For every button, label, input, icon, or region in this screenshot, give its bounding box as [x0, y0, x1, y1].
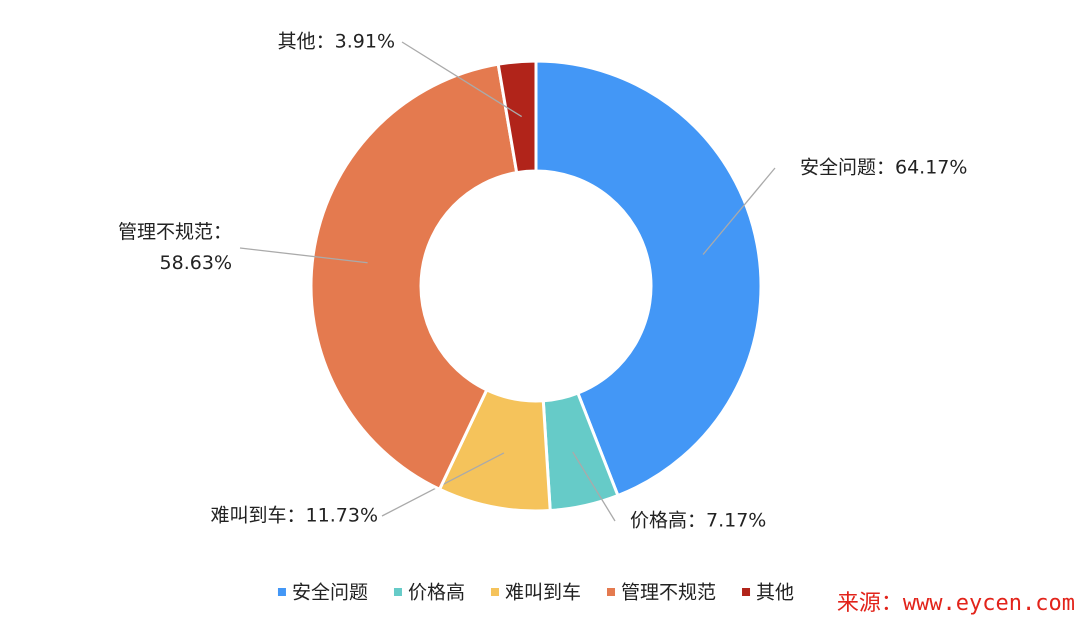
- legend: 安全问题 价格高 难叫到车 管理不规范 其他: [277, 582, 794, 604]
- legend-label: 安全问题: [292, 582, 368, 604]
- leader-line: [572, 451, 616, 522]
- data-label: 管理不规范： 58.63%: [118, 221, 232, 274]
- leader-line: [401, 41, 523, 118]
- legend-swatch: [393, 588, 402, 596]
- legend-swatch: [490, 588, 499, 596]
- donut-slice: [496, 59, 538, 175]
- legend-label: 难叫到车: [505, 582, 581, 604]
- legend-label: 价格高: [408, 582, 465, 604]
- data-label: 价格高：7.17%: [630, 510, 766, 532]
- donut-slice: [534, 59, 763, 498]
- data-label: 安全问题：64.17%: [800, 157, 967, 179]
- legend-label: 管理不规范: [621, 582, 716, 604]
- leader-line: [702, 167, 776, 255]
- legend-swatch: [277, 588, 286, 596]
- watermark: 来源：www.eycen.com: [837, 591, 1075, 616]
- donut-slice: [309, 62, 519, 492]
- data-label: 其他：3.91%: [278, 31, 395, 53]
- legend-swatch: [607, 588, 616, 596]
- legend-label: 其他: [756, 582, 794, 604]
- data-label: 难叫到车：11.73%: [211, 505, 378, 527]
- legend-swatch: [742, 588, 751, 596]
- leader-line: [239, 247, 368, 264]
